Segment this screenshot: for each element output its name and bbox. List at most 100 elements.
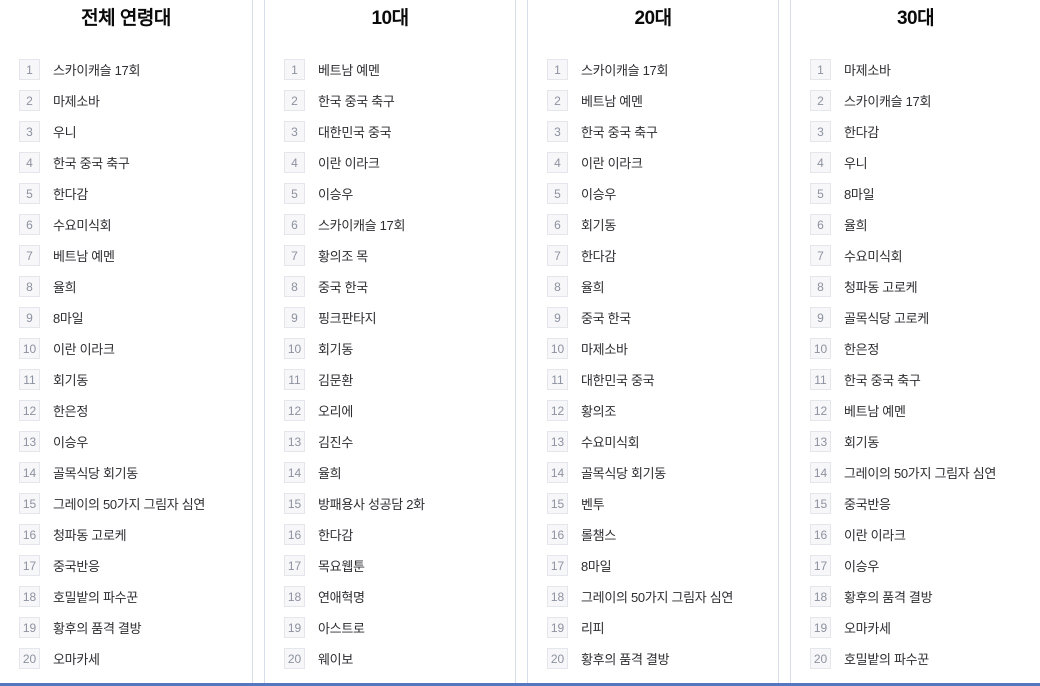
ranking-item[interactable]: 2 스카이캐슬 17회 — [791, 85, 1040, 116]
item-label: 스카이캐슬 17회 — [581, 63, 669, 78]
ranking-item[interactable]: 10 한은정 — [791, 333, 1040, 364]
ranking-item[interactable]: 11 대한민국 중국 — [528, 364, 778, 395]
ranking-item[interactable]: 11 회기동 — [0, 364, 252, 395]
ranking-item[interactable]: 20 호밀밭의 파수꾼 — [791, 643, 1040, 674]
ranking-item[interactable]: 6 수요미식회 — [0, 209, 252, 240]
ranking-item[interactable]: 12 한은정 — [0, 395, 252, 426]
ranking-item[interactable]: 1 마제소바 — [791, 54, 1040, 85]
ranking-item[interactable]: 7 황의조 목 — [265, 240, 515, 271]
ranking-item[interactable]: 18 연애혁명 — [265, 581, 515, 612]
item-label: 롤챔스 — [581, 528, 616, 543]
ranking-item[interactable]: 5 이승우 — [265, 178, 515, 209]
ranking-item[interactable]: 2 베트남 예멘 — [528, 85, 778, 116]
ranking-item[interactable]: 3 대한민국 중국 — [265, 116, 515, 147]
ranking-item[interactable]: 19 오마카세 — [791, 612, 1040, 643]
ranking-item[interactable]: 8 율희 — [0, 271, 252, 302]
ranking-item[interactable]: 20 오마카세 — [0, 643, 252, 674]
ranking-item[interactable]: 8 청파동 고로케 — [791, 271, 1040, 302]
ranking-item[interactable]: 12 오리에 — [265, 395, 515, 426]
item-label: 중국 한국 — [318, 280, 368, 295]
item-label: 연애혁명 — [318, 590, 365, 605]
ranking-item[interactable]: 18 황후의 품격 결방 — [791, 581, 1040, 612]
rank-badge: 15 — [810, 493, 831, 514]
ranking-item[interactable]: 17 중국반응 — [0, 550, 252, 581]
ranking-item[interactable]: 12 황의조 — [528, 395, 778, 426]
ranking-item[interactable]: 17 이승우 — [791, 550, 1040, 581]
ranking-item[interactable]: 16 한다감 — [265, 519, 515, 550]
ranking-item[interactable]: 15 그레이의 50가지 그림자 심연 — [0, 488, 252, 519]
rank-badge: 2 — [19, 90, 40, 111]
ranking-item[interactable]: 5 이승우 — [528, 178, 778, 209]
item-label: 한국 중국 축구 — [844, 373, 921, 388]
ranking-item[interactable]: 15 벤투 — [528, 488, 778, 519]
item-label: 웨이보 — [318, 652, 353, 667]
rank-badge: 13 — [547, 431, 568, 452]
ranking-item[interactable]: 4 한국 중국 축구 — [0, 147, 252, 178]
ranking-item[interactable]: 4 이란 이라크 — [528, 147, 778, 178]
ranking-item[interactable]: 9 골목식당 고로케 — [791, 302, 1040, 333]
ranking-item[interactable]: 7 베트남 예멘 — [0, 240, 252, 271]
ranking-item[interactable]: 3 한다감 — [791, 116, 1040, 147]
ranking-item[interactable]: 1 스카이캐슬 17회 — [0, 54, 252, 85]
ranking-item[interactable]: 9 8마일 — [0, 302, 252, 333]
ranking-item[interactable]: 8 중국 한국 — [265, 271, 515, 302]
ranking-item[interactable]: 6 스카이캐슬 17회 — [265, 209, 515, 240]
ranking-item[interactable]: 12 베트남 예멘 — [791, 395, 1040, 426]
ranking-item[interactable]: 13 김진수 — [265, 426, 515, 457]
ranking-item[interactable]: 8 율희 — [528, 271, 778, 302]
ranking-item[interactable]: 6 율희 — [791, 209, 1040, 240]
rank-badge: 14 — [284, 462, 305, 483]
bottom-divider — [0, 683, 1040, 686]
ranking-item[interactable]: 18 그레이의 50가지 그림자 심연 — [528, 581, 778, 612]
ranking-item[interactable]: 2 한국 중국 축구 — [265, 85, 515, 116]
item-label: 황후의 품격 결방 — [53, 621, 142, 636]
ranking-item[interactable]: 14 골목식당 회기동 — [528, 457, 778, 488]
rank-badge: 4 — [810, 152, 831, 173]
ranking-item[interactable]: 7 한다감 — [528, 240, 778, 271]
item-label: 베트남 예멘 — [318, 63, 380, 78]
ranking-item[interactable]: 19 리피 — [528, 612, 778, 643]
ranking-item[interactable]: 15 방패용사 성공담 2화 — [265, 488, 515, 519]
ranking-item[interactable]: 3 한국 중국 축구 — [528, 116, 778, 147]
item-label: 이란 이라크 — [318, 156, 380, 171]
ranking-item[interactable]: 16 이란 이라크 — [791, 519, 1040, 550]
ranking-item[interactable]: 13 회기동 — [791, 426, 1040, 457]
ranking-item[interactable]: 11 김문환 — [265, 364, 515, 395]
ranking-item[interactable]: 4 이란 이라크 — [265, 147, 515, 178]
item-label: 한은정 — [844, 342, 879, 357]
ranking-item[interactable]: 5 8마일 — [791, 178, 1040, 209]
ranking-item[interactable]: 1 베트남 예멘 — [265, 54, 515, 85]
rank-badge: 14 — [19, 462, 40, 483]
ranking-item[interactable]: 6 회기동 — [528, 209, 778, 240]
rank-badge: 11 — [19, 369, 40, 390]
rank-badge: 14 — [810, 462, 831, 483]
ranking-item[interactable]: 18 호밀밭의 파수꾼 — [0, 581, 252, 612]
ranking-item[interactable]: 5 한다감 — [0, 178, 252, 209]
ranking-item[interactable]: 13 이승우 — [0, 426, 252, 457]
ranking-item[interactable]: 20 황후의 품격 결방 — [528, 643, 778, 674]
ranking-item[interactable]: 17 목요웹툰 — [265, 550, 515, 581]
ranking-item[interactable]: 2 마제소바 — [0, 85, 252, 116]
ranking-item[interactable]: 14 그레이의 50가지 그림자 심연 — [791, 457, 1040, 488]
ranking-item[interactable]: 9 중국 한국 — [528, 302, 778, 333]
ranking-item[interactable]: 14 율희 — [265, 457, 515, 488]
ranking-item[interactable]: 20 웨이보 — [265, 643, 515, 674]
ranking-item[interactable]: 16 청파동 고로케 — [0, 519, 252, 550]
ranking-item[interactable]: 11 한국 중국 축구 — [791, 364, 1040, 395]
ranking-item[interactable]: 13 수요미식회 — [528, 426, 778, 457]
ranking-item[interactable]: 19 황후의 품격 결방 — [0, 612, 252, 643]
ranking-item[interactable]: 17 8마일 — [528, 550, 778, 581]
ranking-item[interactable]: 3 우니 — [0, 116, 252, 147]
ranking-item[interactable]: 10 마제소바 — [528, 333, 778, 364]
ranking-item[interactable]: 10 이란 이라크 — [0, 333, 252, 364]
ranking-item[interactable]: 7 수요미식회 — [791, 240, 1040, 271]
ranking-item[interactable]: 10 회기동 — [265, 333, 515, 364]
ranking-item[interactable]: 15 중국반응 — [791, 488, 1040, 519]
ranking-item[interactable]: 1 스카이캐슬 17회 — [528, 54, 778, 85]
ranking-item[interactable]: 19 아스트로 — [265, 612, 515, 643]
ranking-item[interactable]: 9 핑크판타지 — [265, 302, 515, 333]
ranking-item[interactable]: 16 롤챔스 — [528, 519, 778, 550]
ranking-item[interactable]: 4 우니 — [791, 147, 1040, 178]
ranking-item[interactable]: 14 골목식당 회기동 — [0, 457, 252, 488]
column-title: 30대 — [896, 8, 935, 29]
